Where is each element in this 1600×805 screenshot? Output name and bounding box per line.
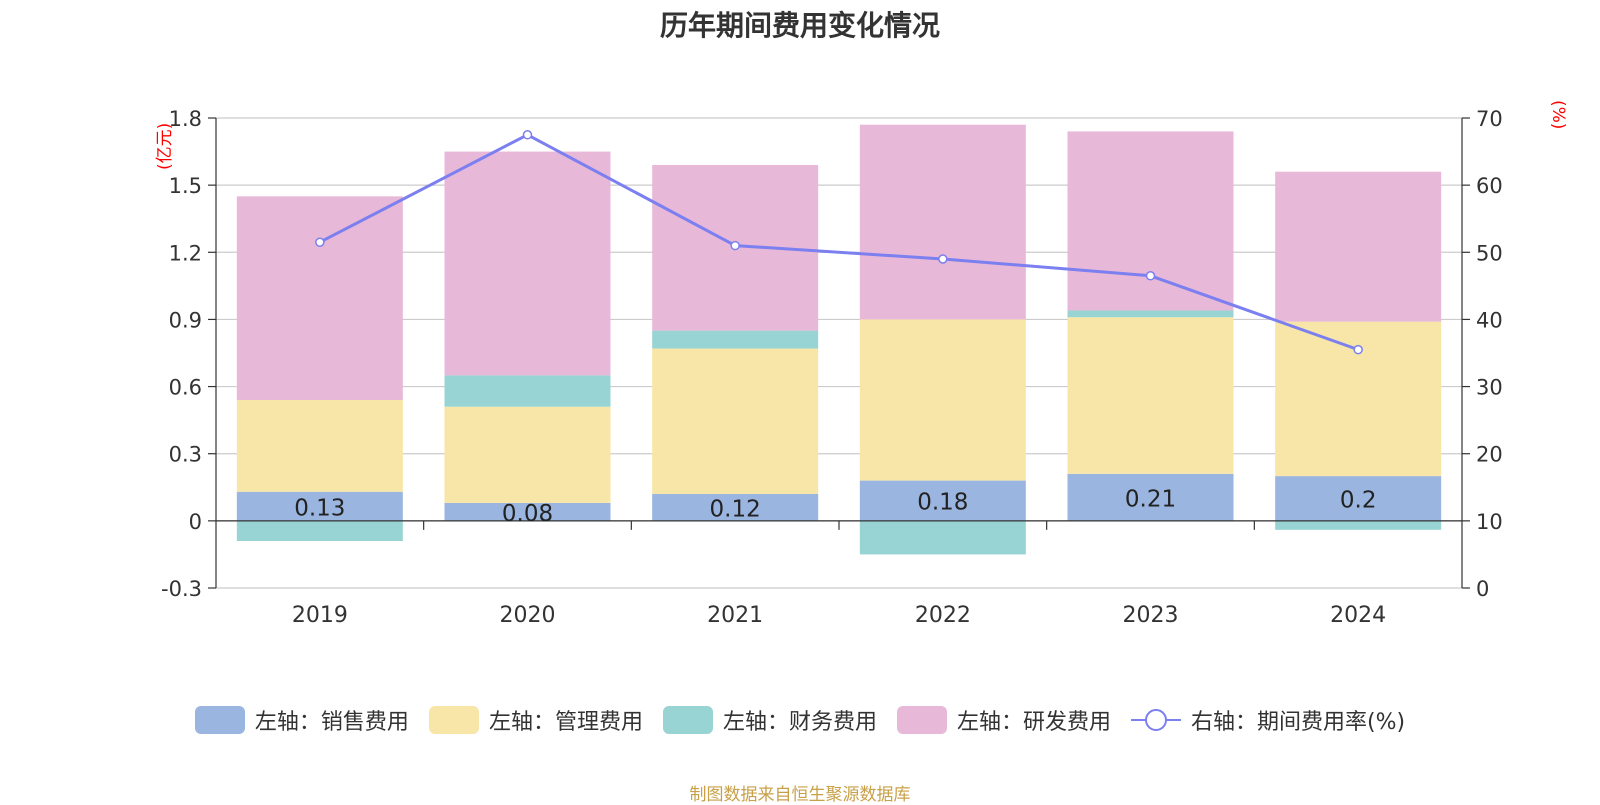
- x-tick-label: 2021: [707, 603, 763, 628]
- bar-segment-3-2024: [1275, 520, 1442, 530]
- legend-item-rate[interactable]: 右轴：期间费用率(%): [1130, 704, 1406, 736]
- chart-title: 历年期间费用变化情况: [659, 9, 940, 42]
- source-note: 制图数据来自恒生聚源数据库: [689, 785, 911, 805]
- x-tick-label: 2019: [292, 603, 348, 628]
- legend-label-rnd: 左轴：研发费用: [956, 710, 1111, 735]
- legend: 左轴：销售费用 左轴：管理费用 左轴：财务费用 左轴：研发费用 右轴：期间费用率…: [0, 700, 1600, 740]
- bar-segment-2-2022: [859, 319, 1026, 481]
- left-tick-label: 0: [189, 510, 202, 534]
- x-tick-label: 2020: [500, 603, 556, 628]
- bar-segment-4-2020: [444, 151, 611, 376]
- legend-swatch-finance: [662, 706, 713, 734]
- legend-item-sales[interactable]: 左轴：销售费用: [194, 704, 409, 736]
- chart-area: 1.8 1.5 1.2 0.9 0.6 0.3 0 -0.3 70 60 50 40 30 20 10 0 0.…: [161, 107, 1503, 628]
- data-label: 0.13: [294, 495, 345, 521]
- left-tick-label: 1.2: [169, 241, 202, 265]
- bar-segment-1-2022: [859, 480, 1026, 521]
- bar-segment-1-2021: [652, 494, 819, 521]
- right-tick-label: 30: [1476, 376, 1503, 400]
- right-tick-label: 20: [1476, 443, 1503, 467]
- x-tick-label: 2022: [915, 603, 971, 628]
- bar-segment-2-2019: [236, 400, 403, 492]
- rate-point-2021: [730, 240, 740, 251]
- bar-segment-2-2024: [1275, 321, 1442, 477]
- bar-segment-4-2022: [859, 124, 1026, 320]
- bar-segment-3-2020: [444, 375, 611, 407]
- left-tick-label: 1.5: [169, 174, 202, 198]
- right-tick-label: 50: [1476, 241, 1503, 265]
- left-tick-label: 0.3: [169, 443, 202, 467]
- bar-segment-1-2019: [236, 491, 403, 521]
- rate-line: [319, 133, 1359, 352]
- bar-segment-4-2024: [1275, 171, 1442, 322]
- rate-point-2024: [1353, 344, 1363, 355]
- data-label: 0.08: [502, 501, 553, 527]
- rate-point-2019: [315, 237, 325, 247]
- left-tick-label: 1.8: [169, 107, 202, 131]
- bar-segment-1-2020: [444, 502, 611, 521]
- x-tick-label: 2024: [1330, 603, 1386, 628]
- legend-swatch-rnd: [896, 706, 947, 734]
- right-tick-label: 70: [1476, 107, 1503, 131]
- data-label: 0.2: [1340, 487, 1377, 513]
- rate-point-2020: [522, 130, 533, 140]
- legend-swatch-sales: [194, 706, 245, 734]
- rate-point-2022: [938, 254, 948, 264]
- bar-segment-4-2019: [236, 196, 403, 400]
- legend-item-finance[interactable]: 左轴：财务费用: [662, 704, 877, 736]
- right-tick-label: 10: [1476, 510, 1503, 534]
- bar-segment-3-2021: [652, 330, 819, 349]
- bar-segment-4-2023: [1067, 131, 1234, 311]
- rate-point-2023: [1145, 271, 1156, 281]
- left-tick-label: -0.3: [161, 577, 202, 601]
- bar-segment-3-2023: [1067, 310, 1234, 318]
- legend-swatch-admin: [428, 706, 479, 734]
- legend-item-rnd[interactable]: 左轴：研发费用: [896, 704, 1111, 736]
- data-label: 0.12: [710, 496, 761, 522]
- legend-label-admin: 左轴：管理费用: [488, 710, 643, 735]
- bar-segment-2-2021: [652, 348, 819, 494]
- legend-label-rate: 右轴：期间费用率(%): [1190, 710, 1406, 735]
- bar-segment-1-2023: [1067, 473, 1234, 521]
- right-tick-label: 60: [1476, 174, 1503, 198]
- bar-segment-2-2023: [1067, 317, 1234, 474]
- right-tick-label: 40: [1476, 308, 1503, 332]
- data-label: 0.18: [917, 490, 968, 516]
- right-tick-label: 0: [1476, 577, 1489, 601]
- bar-segment-1-2024: [1275, 476, 1442, 521]
- left-tick-label: 0.6: [169, 376, 202, 400]
- left-tick-label: 0.9: [169, 308, 202, 332]
- legend-swatch-rate: [1130, 709, 1181, 731]
- data-label: 0.21: [1125, 486, 1176, 512]
- bar-segment-3-2019: [236, 520, 403, 541]
- legend-label-sales: 左轴：销售费用: [254, 710, 409, 735]
- bar-segment-2-2020: [444, 406, 611, 503]
- bar-segment-3-2022: [859, 520, 1026, 555]
- legend-item-admin[interactable]: 左轴：管理费用: [428, 704, 643, 736]
- x-tick-label: 2023: [1123, 603, 1179, 628]
- legend-label-finance: 左轴：财务费用: [722, 710, 877, 735]
